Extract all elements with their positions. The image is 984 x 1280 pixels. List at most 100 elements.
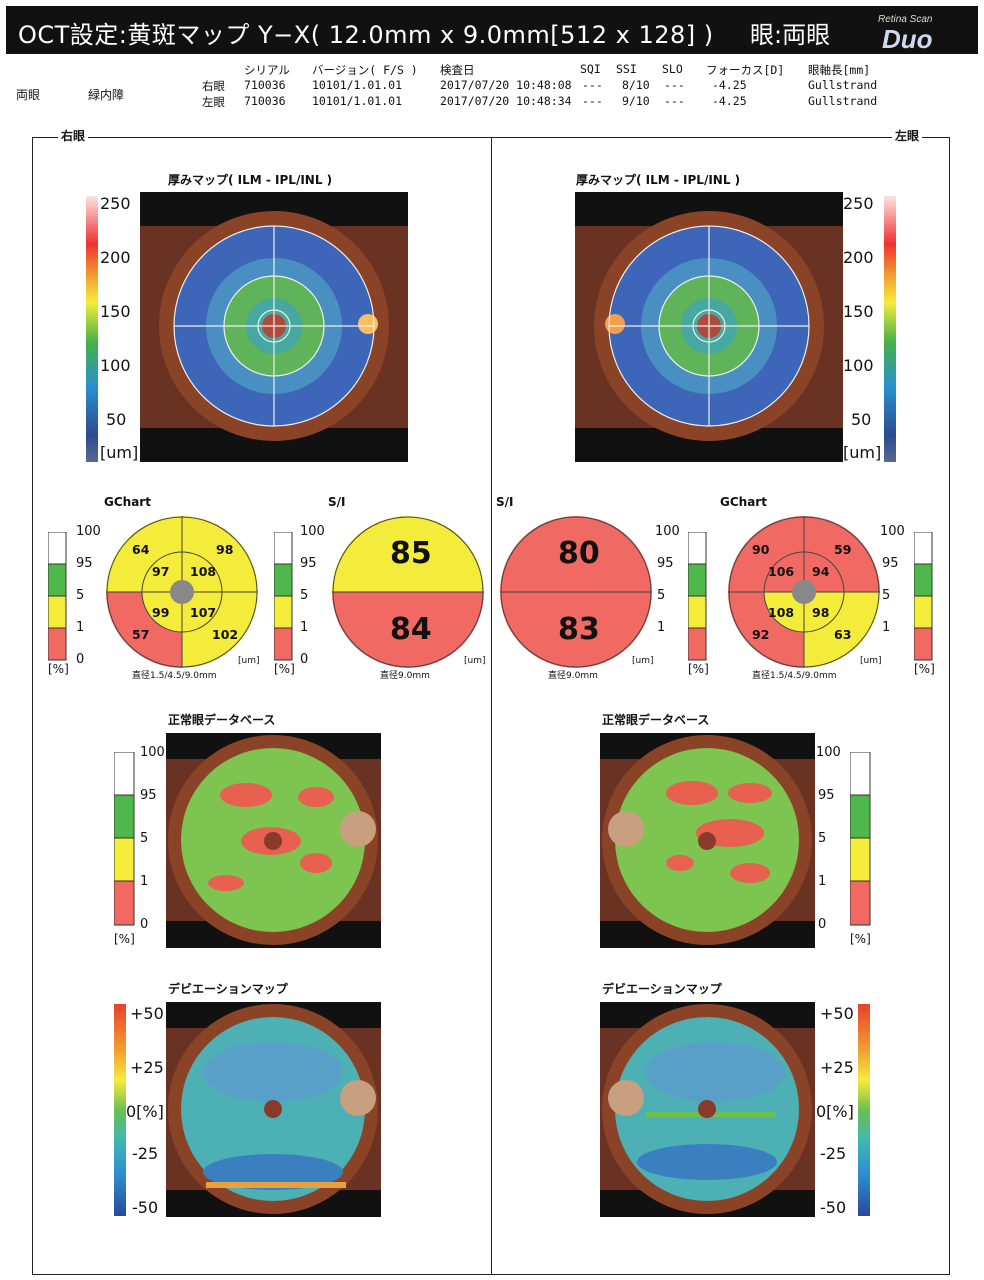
thickness-map-left bbox=[575, 192, 843, 462]
thickness-scale-label: 50 bbox=[851, 410, 872, 429]
si-left-inferior: 83 bbox=[558, 612, 600, 647]
normative-scale-label: 95 bbox=[140, 788, 157, 803]
gchart-right-inner-bl: 99 bbox=[152, 605, 170, 620]
deviation-scale-label: -50 bbox=[132, 1198, 159, 1217]
gchart-um-unit: [um] bbox=[860, 656, 882, 666]
col-focus: フォーカス[D] bbox=[706, 63, 785, 77]
gchart-um-unit: [um] bbox=[238, 656, 260, 666]
row-focus: -4.25 bbox=[712, 94, 747, 108]
si-scale-label: 5 bbox=[300, 588, 309, 603]
col-slo: SLO bbox=[662, 62, 683, 76]
row-sqi: --- bbox=[582, 78, 603, 92]
normative-scale-label: 5 bbox=[818, 831, 827, 846]
thickness-scale-label: 150 bbox=[100, 302, 131, 321]
row-slo: --- bbox=[664, 94, 685, 108]
deviation-scale-label: 0[%] bbox=[126, 1102, 164, 1121]
col-date: 検査日 bbox=[440, 63, 475, 77]
gchart-title-right: GChart bbox=[104, 495, 151, 509]
si-chart-right bbox=[332, 516, 484, 668]
row-version: 10101/1.01.01 bbox=[312, 94, 403, 108]
thickness-scale-label: 100 bbox=[100, 356, 131, 375]
gchart-left-inner-tl: 106 bbox=[768, 564, 795, 579]
row-serial: 710036 bbox=[244, 94, 286, 108]
thickness-scale-label: 100 bbox=[843, 356, 874, 375]
deviation-scale-label: +50 bbox=[820, 1004, 854, 1023]
row-focus: -4.25 bbox=[712, 78, 747, 92]
gchart-right-inner-tr: 108 bbox=[190, 564, 217, 579]
patient-diagnosis: 緑内障 bbox=[88, 88, 125, 102]
gchart-percentile-bar-left bbox=[914, 532, 933, 661]
eye-title: 眼:両眼 bbox=[750, 21, 831, 49]
svg-text:Retina Scan: Retina Scan bbox=[878, 14, 933, 25]
title-bar: OCT設定:黄斑マップ Y−X( 12.0mm x 9.0mm[512 x 12… bbox=[6, 6, 978, 54]
si-right-superior: 85 bbox=[390, 536, 432, 571]
normative-scale-label: 0 bbox=[818, 917, 827, 932]
col-axial: 眼軸長[mm] bbox=[808, 63, 871, 77]
gchart-right-outer-tl: 64 bbox=[132, 542, 150, 557]
deviation-scale-label: -25 bbox=[132, 1144, 159, 1163]
gchart-percentile-bar-right bbox=[48, 532, 67, 661]
thickness-scale-label: 200 bbox=[843, 248, 874, 267]
si-diameter: 直径9.0mm bbox=[548, 671, 598, 681]
normative-map-right bbox=[166, 733, 381, 948]
deviation-map-right bbox=[166, 1002, 381, 1217]
gchart-scale-label: 5 bbox=[76, 588, 85, 603]
si-right-inferior: 84 bbox=[390, 612, 432, 647]
deviation-scale-label: -25 bbox=[820, 1144, 847, 1163]
gchart-right bbox=[106, 516, 258, 668]
normative-percentile-bar-right bbox=[114, 752, 135, 926]
gchart-diameter: 直径1.5/4.5/9.0mm bbox=[132, 671, 217, 681]
deviation-scale-label: 0[%] bbox=[816, 1102, 854, 1121]
row-eye: 左眼 bbox=[202, 95, 225, 109]
thickness-scale-label: 200 bbox=[100, 248, 131, 267]
si-scale-label: 1 bbox=[657, 620, 666, 635]
si-scale-label: 100 bbox=[655, 524, 680, 539]
normative-scale-label: 1 bbox=[140, 874, 149, 889]
normative-percentile-bar-left bbox=[850, 752, 871, 926]
si-left-superior: 80 bbox=[558, 536, 600, 571]
si-scale-label: 95 bbox=[300, 556, 317, 571]
col-serial: シリアル bbox=[244, 63, 290, 77]
col-ssi: SSI bbox=[616, 62, 637, 76]
normative-scale-label: 100 bbox=[816, 745, 841, 760]
si-title-right: S/I bbox=[328, 495, 346, 509]
gchart-scale-label: 5 bbox=[882, 588, 891, 603]
thickness-title-left: 厚みマップ( ILM - IPL/INL ) bbox=[576, 173, 741, 187]
si-scale-label: 100 bbox=[300, 524, 325, 539]
thickness-unit: [um] bbox=[843, 443, 882, 462]
gchart-scale-label: 100 bbox=[76, 524, 101, 539]
normative-title-left: 正常眼データベース bbox=[602, 713, 710, 727]
gchart-left-outer-br: 63 bbox=[834, 627, 852, 642]
deviation-scale-label: -50 bbox=[820, 1198, 847, 1217]
thickness-unit: [um] bbox=[100, 443, 139, 462]
gchart-left-inner-tr: 94 bbox=[812, 564, 830, 579]
deviation-scale-label: +25 bbox=[820, 1058, 854, 1077]
normative-scale-label: 1 bbox=[818, 874, 827, 889]
deviation-title-right: デビエーションマップ bbox=[168, 982, 288, 996]
gchart-left-outer-tl: 90 bbox=[752, 542, 770, 557]
si-percentile-bar-right bbox=[274, 532, 293, 661]
col-version: バージョン( F/S ) bbox=[312, 63, 418, 77]
gchart-scale-label: 0 bbox=[76, 652, 85, 667]
deviation-map-left bbox=[600, 1002, 815, 1217]
row-version: 10101/1.01.01 bbox=[312, 78, 403, 92]
deviation-scale-label: +25 bbox=[130, 1058, 164, 1077]
gchart-left-outer-bl: 92 bbox=[752, 627, 770, 642]
retina-scan-duo-logo: Retina Scan Duo bbox=[878, 14, 933, 52]
row-date: 2017/07/20 10:48:34 bbox=[440, 94, 572, 108]
row-axial: Gullstrand bbox=[808, 78, 878, 92]
deviation-colorbar-right bbox=[114, 1004, 126, 1216]
si-scale-label: 1 bbox=[300, 620, 309, 635]
normative-pct-unit: [%] bbox=[850, 932, 871, 946]
si-percentile-bar-left bbox=[688, 532, 707, 661]
row-slo: --- bbox=[664, 78, 685, 92]
deviation-scale-label: +50 bbox=[130, 1004, 164, 1023]
si-scale-label: 5 bbox=[657, 588, 666, 603]
deviation-title-left: デビエーションマップ bbox=[602, 982, 722, 996]
normative-scale-label: 0 bbox=[140, 917, 149, 932]
gchart-right-outer-bl: 57 bbox=[132, 627, 150, 642]
si-pct-unit: [%] bbox=[688, 662, 709, 676]
thickness-map-right bbox=[140, 192, 408, 462]
normative-scale-label: 100 bbox=[140, 745, 165, 760]
si-um-unit: [um] bbox=[632, 656, 654, 666]
